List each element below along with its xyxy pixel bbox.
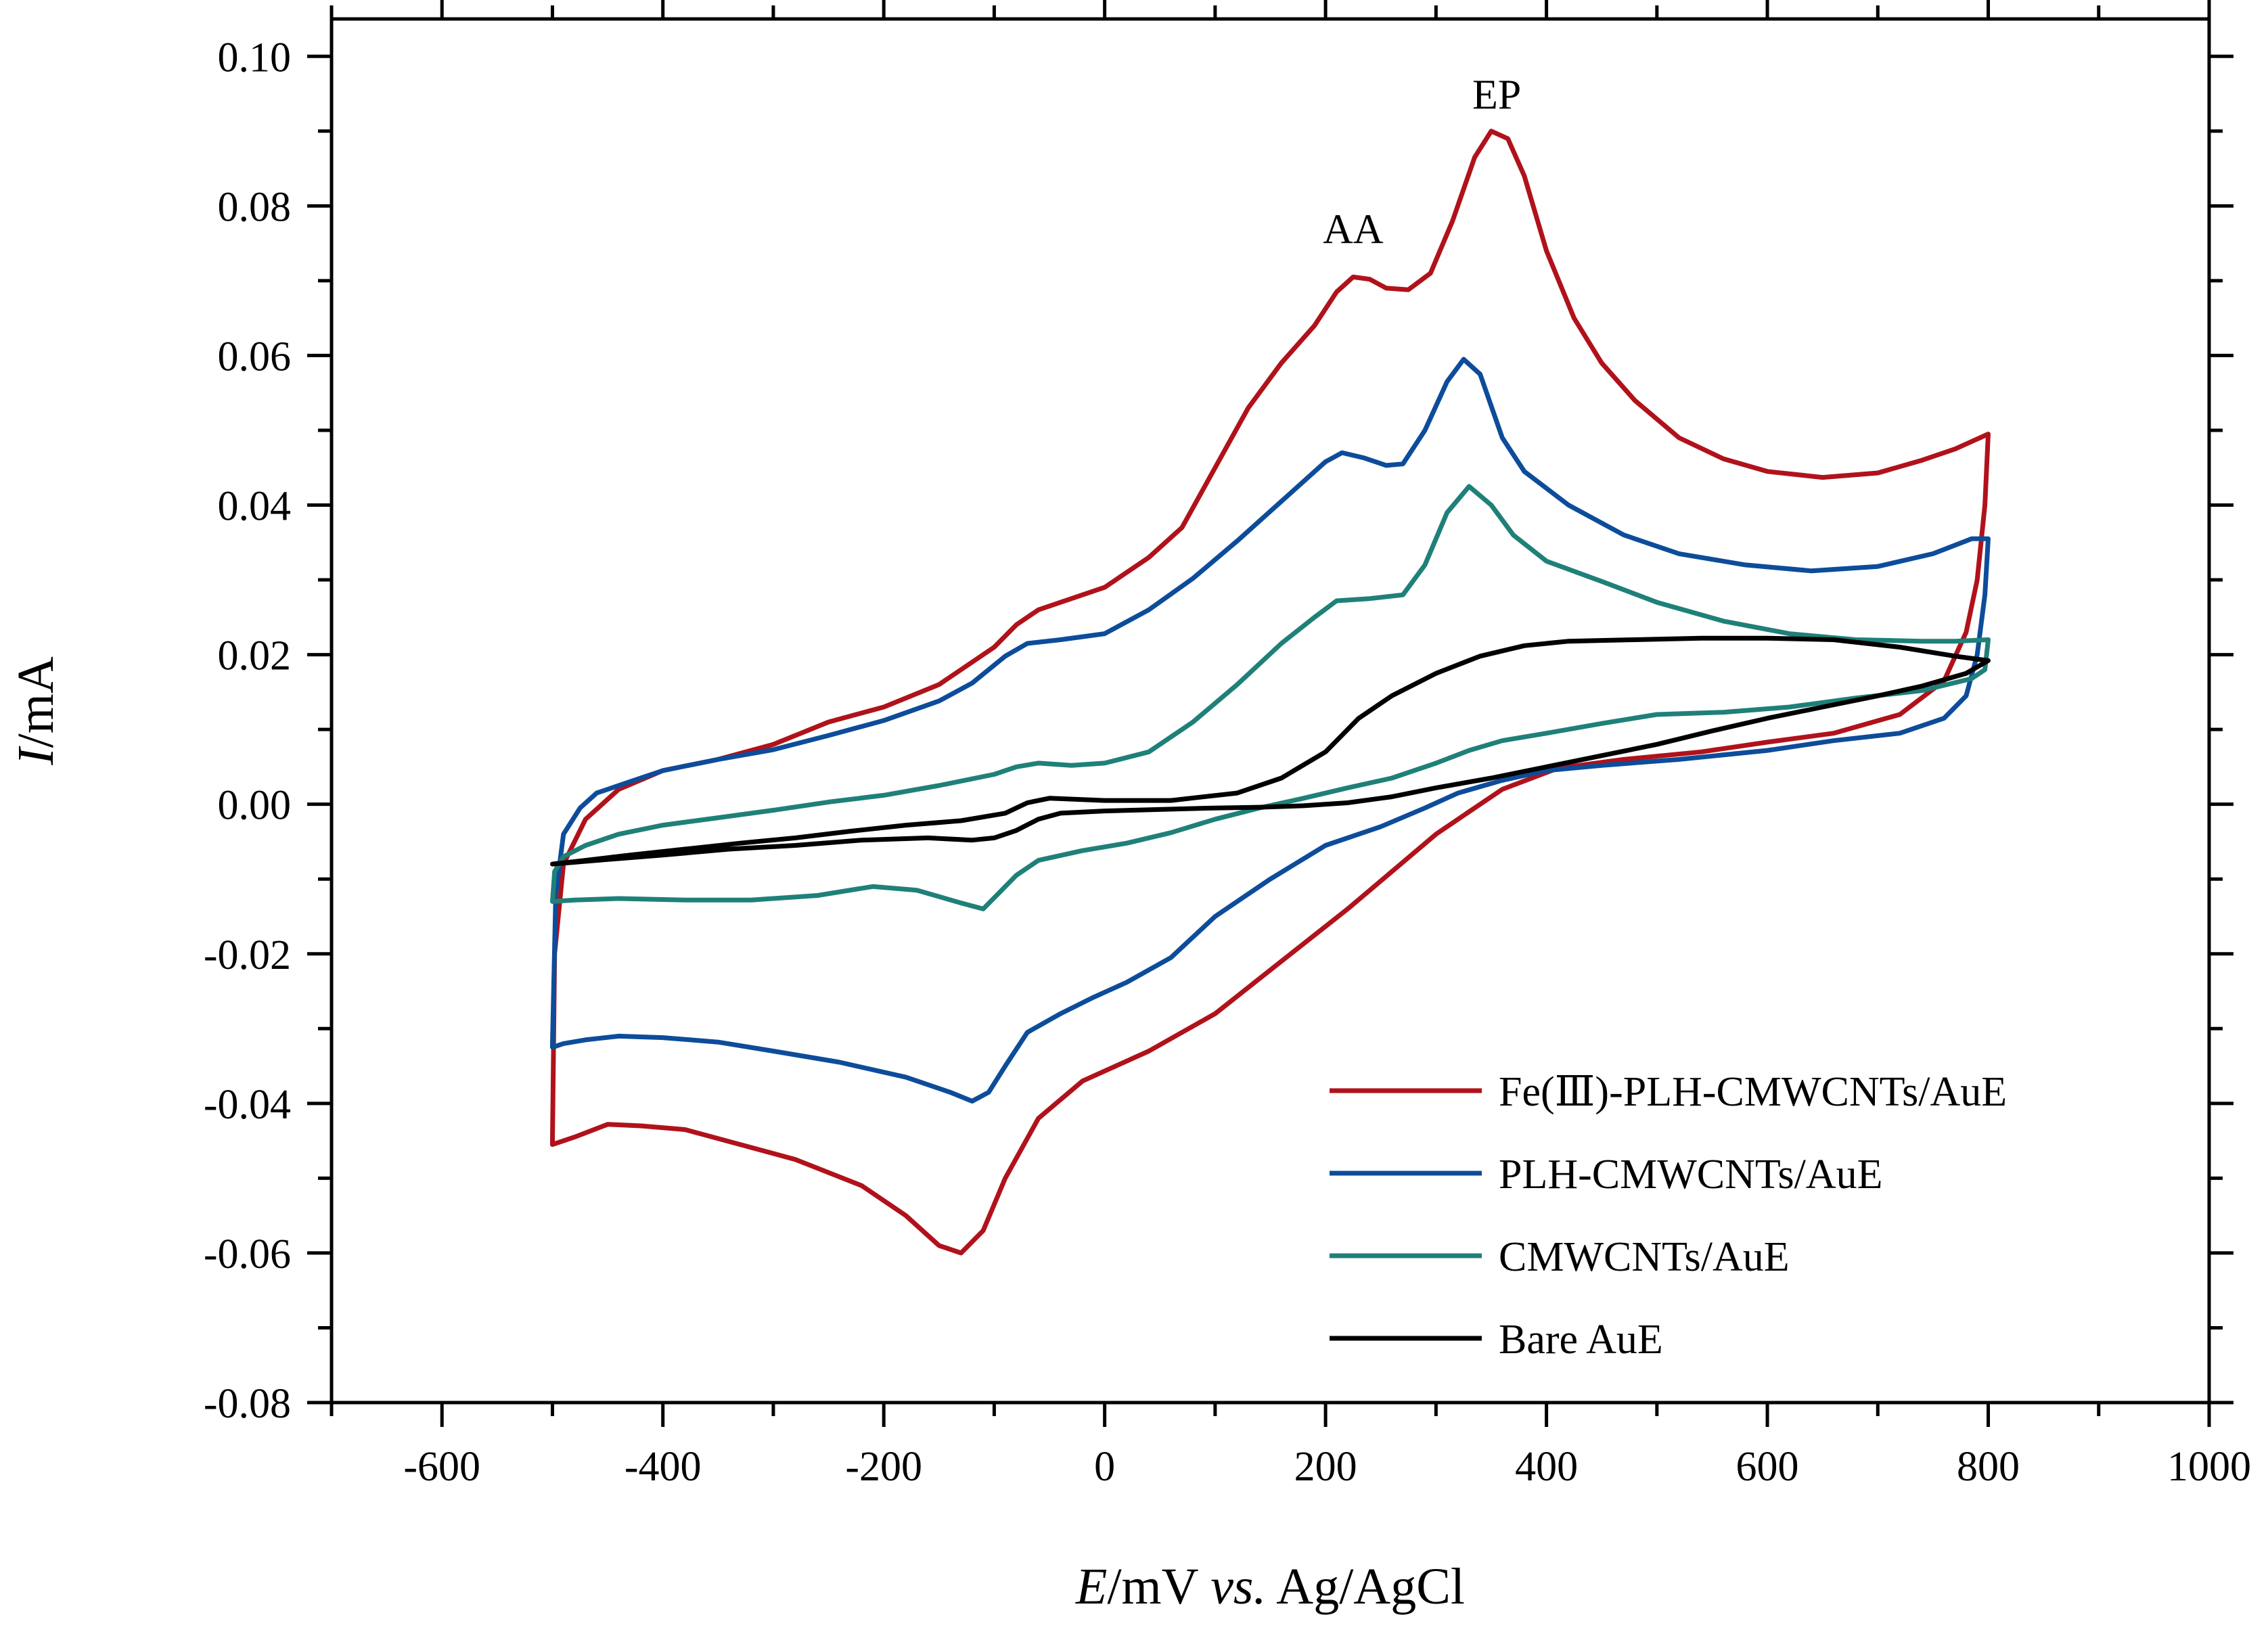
series-line-1 <box>550 129 1991 1256</box>
y-tick-label: 0.04 <box>218 484 292 530</box>
series-line-3 <box>550 484 1991 911</box>
legend-label-4: Bare AuE <box>1499 1317 1663 1363</box>
x-tick-label: 600 <box>1736 1444 1799 1490</box>
annotation-ep: EP <box>1472 72 1521 118</box>
x-axis-reference: Ag/AgCl <box>1267 1558 1466 1615</box>
x-axis-unit: /mV <box>1107 1558 1210 1615</box>
x-axis-vs: vs. <box>1210 1558 1266 1615</box>
legend: Fe(Ⅲ)-PLH-CMWCNTs/AuE PLH-CMWCNTs/AuE CMWC… <box>1330 1069 2007 1363</box>
y-tick-label: 0.06 <box>218 334 292 380</box>
y-axis-unit: /mA <box>7 656 64 748</box>
y-tick-label: -0.06 <box>204 1231 291 1277</box>
x-tick-label: 0 <box>1094 1444 1115 1490</box>
axes-layer <box>307 0 2233 1427</box>
legend-label-1: Fe(Ⅲ)-PLH-CMWCNTs/AuE <box>1499 1069 2007 1115</box>
x-tick-label: 200 <box>1294 1444 1357 1490</box>
series-line-2 <box>550 357 1991 1104</box>
y-tick-label: 0.02 <box>218 633 292 679</box>
x-tick-label: 800 <box>1957 1444 2020 1490</box>
x-tick-label: -200 <box>845 1444 922 1490</box>
y-tick-label: 0.00 <box>218 783 292 829</box>
labels-layer: -600 -400 -200 0 200 400 600 800 1000 -0.08 -0.06 -… <box>7 35 2251 1615</box>
x-tick-label: 1000 <box>2167 1444 2251 1490</box>
legend-label-3: CMWCNTs/AuE <box>1499 1234 1790 1280</box>
y-axis-symbol: I <box>7 746 64 766</box>
y-tick-label: 0.10 <box>218 35 292 81</box>
x-axis-title: E/mV vs. Ag/AgCl <box>1075 1558 1465 1615</box>
legend-label-2: PLH-CMWCNTs/AuE <box>1499 1152 1882 1198</box>
x-tick-label: -400 <box>625 1444 702 1490</box>
annotation-aa: AA <box>1323 207 1384 253</box>
y-axis-title: I/mA <box>7 656 64 766</box>
y-tick-label: -0.04 <box>204 1082 291 1128</box>
series-line-4 <box>550 635 1991 867</box>
y-tick-label: -0.02 <box>204 932 291 978</box>
x-tick-label: 400 <box>1515 1444 1578 1490</box>
x-tick-label: -600 <box>403 1444 480 1490</box>
y-tick-label: -0.08 <box>204 1381 291 1427</box>
x-axis-symbol: E <box>1075 1558 1107 1615</box>
plot-frame <box>330 17 2211 1405</box>
series-layer <box>550 129 1991 1256</box>
y-tick-label: 0.08 <box>218 184 292 230</box>
